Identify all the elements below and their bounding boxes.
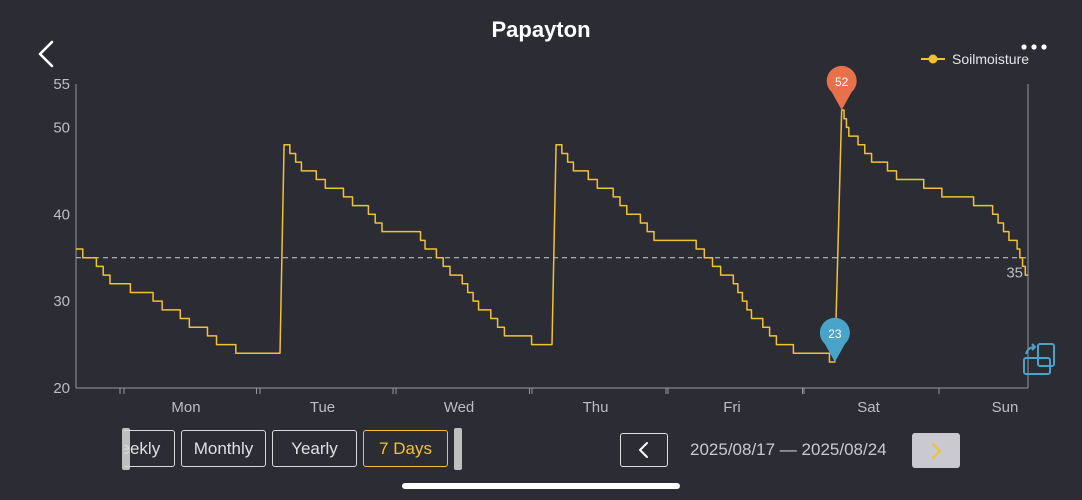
next-range-button[interactable] xyxy=(912,433,960,468)
y-tick-label: 50 xyxy=(53,119,70,136)
x-tick-label: Thu xyxy=(583,399,609,416)
max-value-marker: 52 xyxy=(826,65,857,111)
min-pin-label: 23 xyxy=(828,327,842,341)
y-tick-label: 40 xyxy=(53,206,70,223)
rotate-screen-button[interactable] xyxy=(1020,342,1060,378)
x-tick-label: Wed xyxy=(444,399,475,416)
tab-yearly[interactable]: Yearly xyxy=(272,430,357,467)
x-tick-label: Sun xyxy=(992,399,1019,416)
y-tick-label: 55 xyxy=(53,76,70,93)
min-value-marker: 23 xyxy=(819,317,850,362)
tab-7-days[interactable]: 7 Days xyxy=(363,430,448,467)
more-dots-icon xyxy=(1021,44,1047,50)
min-pin-shape xyxy=(819,317,850,362)
page-title: Papayton xyxy=(491,17,591,42)
chart-legend[interactable]: Soilmoisture xyxy=(920,50,1029,68)
chevron-left-icon xyxy=(38,40,54,68)
series-line-soilmoisture xyxy=(76,109,1028,363)
y-tick-label: 20 xyxy=(53,380,70,397)
more-button[interactable] xyxy=(1018,40,1050,54)
threshold-label: 35 xyxy=(1006,265,1023,282)
y-tick-label: 30 xyxy=(53,293,70,310)
legend-marker-icon xyxy=(921,54,945,64)
home-indicator xyxy=(402,483,680,489)
chevron-left-icon xyxy=(639,442,648,458)
x-tick-label: Tue xyxy=(310,399,335,416)
chevron-right-icon xyxy=(932,442,941,459)
soil-moisture-chart: 20 30 40 50 55 Mon Tue Wed Thu Fri Sat Sun 35 52 23 xyxy=(53,65,1029,416)
x-tick-label: Fri xyxy=(723,399,741,416)
rotate-screen-icon xyxy=(1023,343,1055,375)
period-tabs: Weekly Monthly Yearly 7 Days xyxy=(124,430,460,468)
max-pin-shape xyxy=(826,65,857,111)
tab-monthly[interactable]: Monthly xyxy=(181,430,266,467)
back-button[interactable] xyxy=(34,38,64,70)
date-range-label: 2025/08/17 — 2025/08/24 xyxy=(690,440,887,459)
tab-weekly[interactable]: Weekly xyxy=(124,430,175,467)
previous-range-button[interactable] xyxy=(620,433,668,467)
tabs-scroll-edge-left xyxy=(122,428,130,470)
x-tick-label: Mon xyxy=(171,399,200,416)
legend-label: Soilmoisture xyxy=(952,51,1030,67)
x-tick-label: Sat xyxy=(857,399,880,416)
tabs-scroll-edge-right xyxy=(454,428,462,470)
max-pin-label: 52 xyxy=(835,75,849,89)
